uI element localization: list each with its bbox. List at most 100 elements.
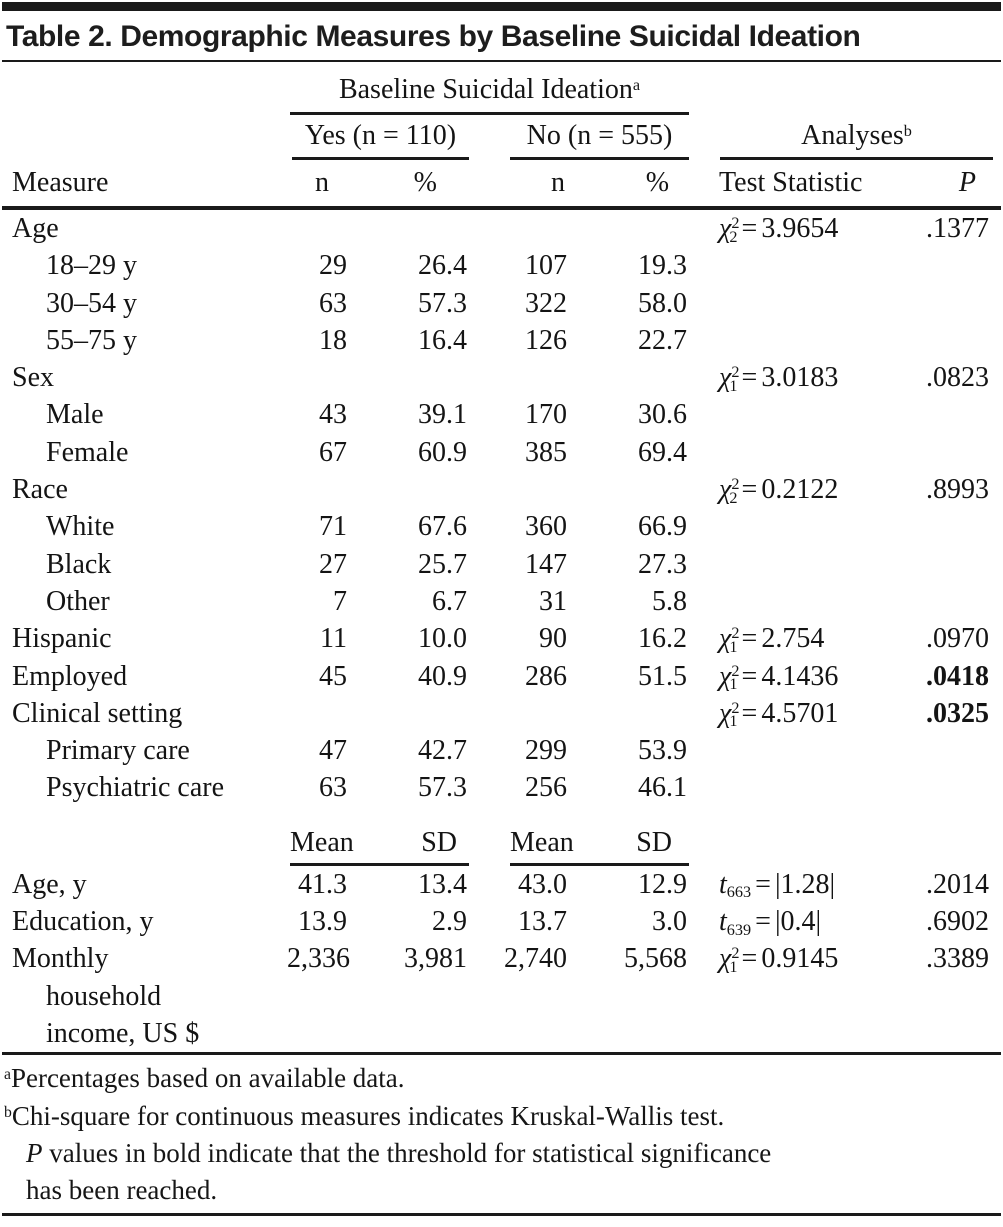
no-pct-cell: 66.9 — [638, 511, 688, 543]
yes-pct-cell — [349, 471, 469, 508]
yes-pct-cell — [349, 208, 469, 247]
p-value-cell — [912, 732, 1001, 769]
yes-n-cell: 7 — [333, 585, 347, 617]
p-value-cell: .0418 — [926, 660, 990, 692]
no-n-cell: 2,740 — [504, 943, 567, 975]
test-statistic-formula: χ21 = 4.1436 — [719, 660, 839, 694]
yes-pct-cell: 42.7 — [418, 735, 467, 767]
yes-pct-cell: 13.4 — [418, 868, 467, 900]
test-statistic-cell: χ21 = 4.1436 — [689, 658, 912, 695]
yes-n-cell: 63 — [319, 772, 347, 804]
test-statistic-cell: t663 = |1.28| — [689, 866, 912, 903]
no-n-cell: 170 — [525, 399, 567, 431]
no-n-cell: 385 — [525, 436, 567, 468]
footnote-b-text: Chi-square for continuous measures indic… — [11, 1100, 725, 1131]
table-row: 55–75 y 18 16.4 126 22.7 — [2, 322, 1001, 359]
measure-label: Black — [46, 548, 112, 580]
no-group-header: No (n = 555) — [510, 115, 690, 160]
no-n-cell — [469, 359, 569, 396]
table-row: Male 43 39.1 170 30.6 — [2, 396, 1001, 433]
measure-label: Psychiatric care — [46, 772, 225, 804]
measure-label: Male — [46, 399, 104, 431]
no-n-cell: 360 — [525, 511, 567, 543]
measure-label: Primary care — [46, 735, 190, 767]
test-statistic-formula: χ22 = 3.9654 — [719, 213, 839, 246]
measure-label: 30–54 y — [46, 287, 137, 319]
p-value-cell: .6902 — [926, 906, 990, 938]
no-pct-cell: 19.3 — [638, 250, 688, 282]
table-row: Employed 45 40.9 286 51.5 χ21 = 4.1436 .0418 — [2, 658, 1001, 695]
p-value-cell — [912, 769, 1001, 806]
yes-pct-cell — [349, 359, 469, 396]
p-value-cell — [912, 322, 1001, 359]
yes-group-header: Yes (n = 110) — [292, 115, 469, 160]
measure-label: Sex — [12, 362, 54, 394]
p-value-cell: .8993 — [926, 474, 990, 506]
test-statistic-cell: χ22 = 3.9654 — [689, 208, 912, 247]
mean-column-label: Mean — [510, 826, 574, 858]
yes-n-cell: 27 — [319, 548, 347, 580]
no-n-cell — [469, 471, 569, 508]
yes-n-cell — [287, 471, 349, 508]
test-statistic-cell — [689, 285, 912, 322]
yes-pct-cell: 2.9 — [432, 906, 467, 938]
footnote-b-marker: b — [4, 1103, 12, 1121]
no-n-cell: 107 — [525, 250, 567, 282]
yes-pct-cell: 6.7 — [432, 585, 467, 617]
top-rule — [2, 2, 1001, 11]
no-n-cell: 299 — [525, 735, 567, 767]
test-statistic-cell — [689, 396, 912, 433]
test-statistic-cell — [689, 508, 912, 545]
no-n-cell: 286 — [525, 660, 567, 692]
test-statistic-cell — [689, 247, 912, 284]
test-statistic-cell — [689, 546, 912, 583]
measure-label: Hispanic — [12, 623, 112, 655]
p-value-cell — [912, 508, 1001, 545]
table-row: White 71 67.6 360 66.9 — [2, 508, 1001, 545]
yes-pct-cell: 67.6 — [418, 511, 467, 543]
p-value-cell: .0823 — [926, 362, 990, 394]
yes-pct-cell: 26.4 — [418, 250, 467, 282]
test-statistic-cell — [689, 583, 912, 620]
yes-pct-cell: 16.4 — [418, 324, 467, 356]
footnote-a-marker: a — [4, 1066, 11, 1084]
table-row: Monthly household income, US $ 2,336 3,981 2,… — [2, 940, 1001, 1053]
no-pct-cell: 46.1 — [638, 772, 688, 804]
measure-label: Clinical setting — [12, 697, 183, 729]
analyses-group-header: Analysesb — [720, 115, 994, 160]
yes-n-cell: 2,336 — [287, 943, 350, 975]
yes-n-cell — [287, 208, 349, 247]
p-value-cell: .0970 — [926, 623, 990, 655]
baseline-ideation-label: Baseline Suicidal Ideation — [338, 74, 633, 105]
test-statistic-cell — [689, 434, 912, 471]
no-pct-cell: 5.8 — [652, 585, 688, 617]
no-pct-cell: 30.6 — [638, 399, 688, 431]
table-row: 30–54 y 63 57.3 322 58.0 — [2, 285, 1001, 322]
baseline-ideation-spanner: Baseline Suicidal Ideationa — [290, 68, 690, 115]
yes-n-cell — [287, 359, 349, 396]
spacer-row — [2, 807, 1001, 819]
column-header-yes-pct: % — [413, 167, 437, 198]
p-value-cell — [912, 546, 1001, 583]
no-pct-cell: 53.9 — [638, 735, 688, 767]
test-statistic-formula: t639 = |0.4| — [719, 906, 822, 939]
table-header: Baseline Suicidal Ideationa Yes (n = 110… — [2, 62, 1002, 208]
test-statistic-cell — [689, 769, 912, 806]
no-pct-cell: 5,568 — [624, 943, 688, 975]
footnote-b-line2: P values in bold indicate that the thres… — [26, 1138, 772, 1169]
no-pct-cell: 12.9 — [638, 868, 688, 900]
yes-n-cell: 71 — [319, 511, 347, 543]
sd-column-label: SD — [421, 826, 457, 858]
test-statistic-formula: t663 = |1.28| — [719, 868, 836, 902]
test-statistic-cell: χ21 = 2.754 — [689, 620, 912, 657]
measure-label: Age, y — [12, 868, 87, 900]
yes-pct-cell: 57.3 — [418, 772, 467, 804]
yes-n-cell: 11 — [320, 623, 347, 655]
no-pct-cell — [569, 359, 689, 396]
p-value-cell — [912, 285, 1001, 322]
p-value-cell — [912, 434, 1001, 471]
p-value-cell — [912, 583, 1001, 620]
no-n-cell: 147 — [525, 548, 567, 580]
no-n-cell: 31 — [539, 585, 567, 617]
test-statistic-formula: χ21 = 4.5701 — [719, 697, 839, 731]
